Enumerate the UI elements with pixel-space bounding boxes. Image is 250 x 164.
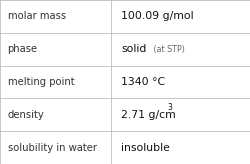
Text: phase: phase	[8, 44, 38, 54]
Text: insoluble: insoluble	[121, 143, 170, 153]
Text: molar mass: molar mass	[8, 11, 66, 21]
Text: 3: 3	[168, 103, 172, 112]
Text: (at STP): (at STP)	[151, 45, 185, 54]
Text: density: density	[8, 110, 44, 120]
Text: melting point: melting point	[8, 77, 74, 87]
Text: 2.71 g/cm: 2.71 g/cm	[121, 110, 176, 120]
Text: solubility in water: solubility in water	[8, 143, 96, 153]
Text: solid: solid	[121, 44, 146, 54]
Text: 100.09 g/mol: 100.09 g/mol	[121, 11, 194, 21]
Text: 1340 °C: 1340 °C	[121, 77, 166, 87]
